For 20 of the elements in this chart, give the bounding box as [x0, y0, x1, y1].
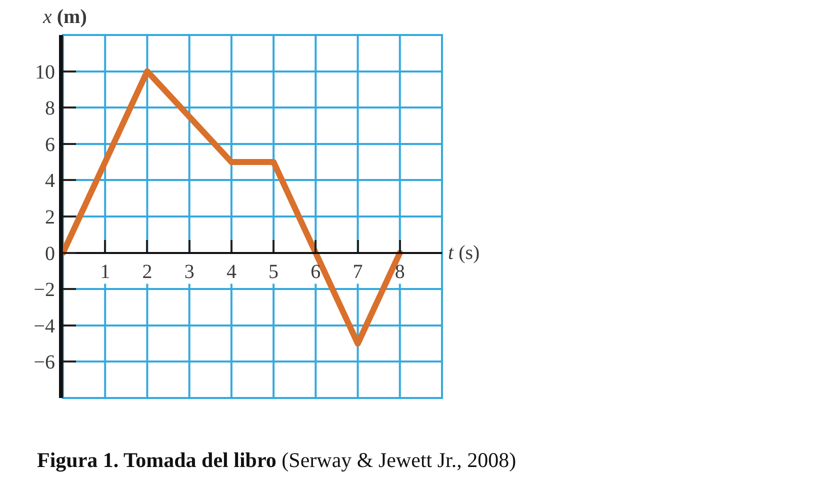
x-axis-title: t (s) — [448, 242, 480, 264]
y-tick-label: −6 — [34, 352, 55, 374]
y-tick-label: −2 — [34, 279, 55, 302]
x-tick-label: 7 — [352, 260, 363, 283]
x-tick-label: 4 — [226, 260, 236, 283]
x-tick-label: 2 — [142, 260, 152, 283]
y-tick-label: −4 — [34, 315, 55, 338]
x-tick-label: 5 — [268, 260, 279, 283]
x-tick-label: 6 — [310, 260, 321, 283]
x-tick-label: 3 — [184, 260, 194, 283]
y-tick-label: 8 — [45, 98, 55, 120]
y-tick-label: 2 — [45, 206, 55, 228]
y-tick-label: 6 — [45, 134, 55, 156]
x-tick-label: 8 — [394, 260, 405, 283]
y-tick-label: 0 — [45, 242, 55, 265]
x-tick-label: 1 — [100, 260, 110, 283]
y-axis-title: x (m) — [42, 6, 87, 28]
y-tick-label: 10 — [35, 61, 55, 84]
text: Figura 1. Tomada del libro (Serway & Jewett Jr., 2008) — [37, 448, 516, 472]
y-tick-label: 4 — [45, 170, 55, 192]
